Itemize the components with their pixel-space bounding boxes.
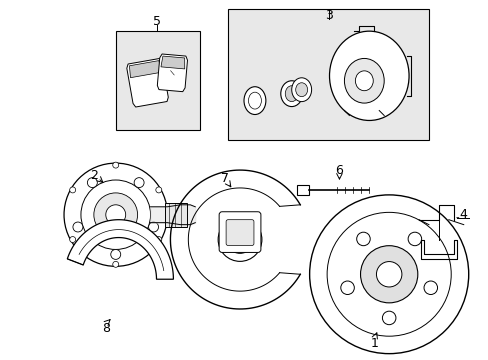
- Circle shape: [113, 261, 119, 267]
- Ellipse shape: [295, 83, 307, 96]
- Bar: [116, 31, 200, 130]
- Text: 8: 8: [102, 322, 110, 336]
- Text: 5: 5: [153, 15, 161, 28]
- Circle shape: [113, 162, 119, 168]
- Circle shape: [73, 222, 82, 232]
- Circle shape: [423, 281, 437, 294]
- Text: 3: 3: [324, 9, 332, 22]
- Circle shape: [225, 226, 253, 253]
- Ellipse shape: [280, 81, 302, 107]
- Circle shape: [326, 212, 450, 336]
- Circle shape: [81, 180, 150, 249]
- Circle shape: [148, 222, 158, 232]
- Circle shape: [156, 237, 162, 243]
- Text: 4: 4: [459, 208, 467, 221]
- Circle shape: [111, 249, 121, 260]
- Text: 2: 2: [90, 168, 98, 181]
- Ellipse shape: [344, 58, 384, 103]
- Ellipse shape: [285, 86, 298, 102]
- Circle shape: [356, 232, 369, 246]
- Ellipse shape: [248, 92, 261, 109]
- FancyBboxPatch shape: [165, 203, 187, 227]
- Circle shape: [340, 281, 354, 294]
- FancyBboxPatch shape: [296, 185, 308, 195]
- Polygon shape: [161, 56, 184, 69]
- Circle shape: [134, 177, 144, 188]
- Circle shape: [70, 187, 76, 193]
- Circle shape: [94, 193, 137, 237]
- Circle shape: [382, 311, 395, 325]
- Polygon shape: [157, 54, 187, 92]
- Text: 1: 1: [369, 337, 377, 350]
- FancyBboxPatch shape: [219, 212, 261, 252]
- FancyBboxPatch shape: [225, 220, 253, 246]
- Circle shape: [376, 262, 401, 287]
- Circle shape: [70, 237, 76, 243]
- Ellipse shape: [291, 78, 311, 102]
- Circle shape: [87, 177, 97, 188]
- Polygon shape: [129, 60, 162, 78]
- Text: 7: 7: [221, 171, 229, 185]
- Bar: [227, 9, 428, 140]
- Circle shape: [64, 163, 167, 266]
- Text: 6: 6: [335, 163, 343, 176]
- Circle shape: [218, 218, 262, 261]
- Ellipse shape: [244, 87, 265, 114]
- Polygon shape: [67, 220, 173, 279]
- Circle shape: [309, 195, 468, 354]
- Circle shape: [105, 205, 125, 225]
- Circle shape: [156, 187, 162, 193]
- Circle shape: [360, 246, 417, 303]
- Ellipse shape: [355, 71, 372, 91]
- Ellipse shape: [329, 31, 408, 121]
- Circle shape: [407, 232, 421, 246]
- Polygon shape: [126, 59, 168, 107]
